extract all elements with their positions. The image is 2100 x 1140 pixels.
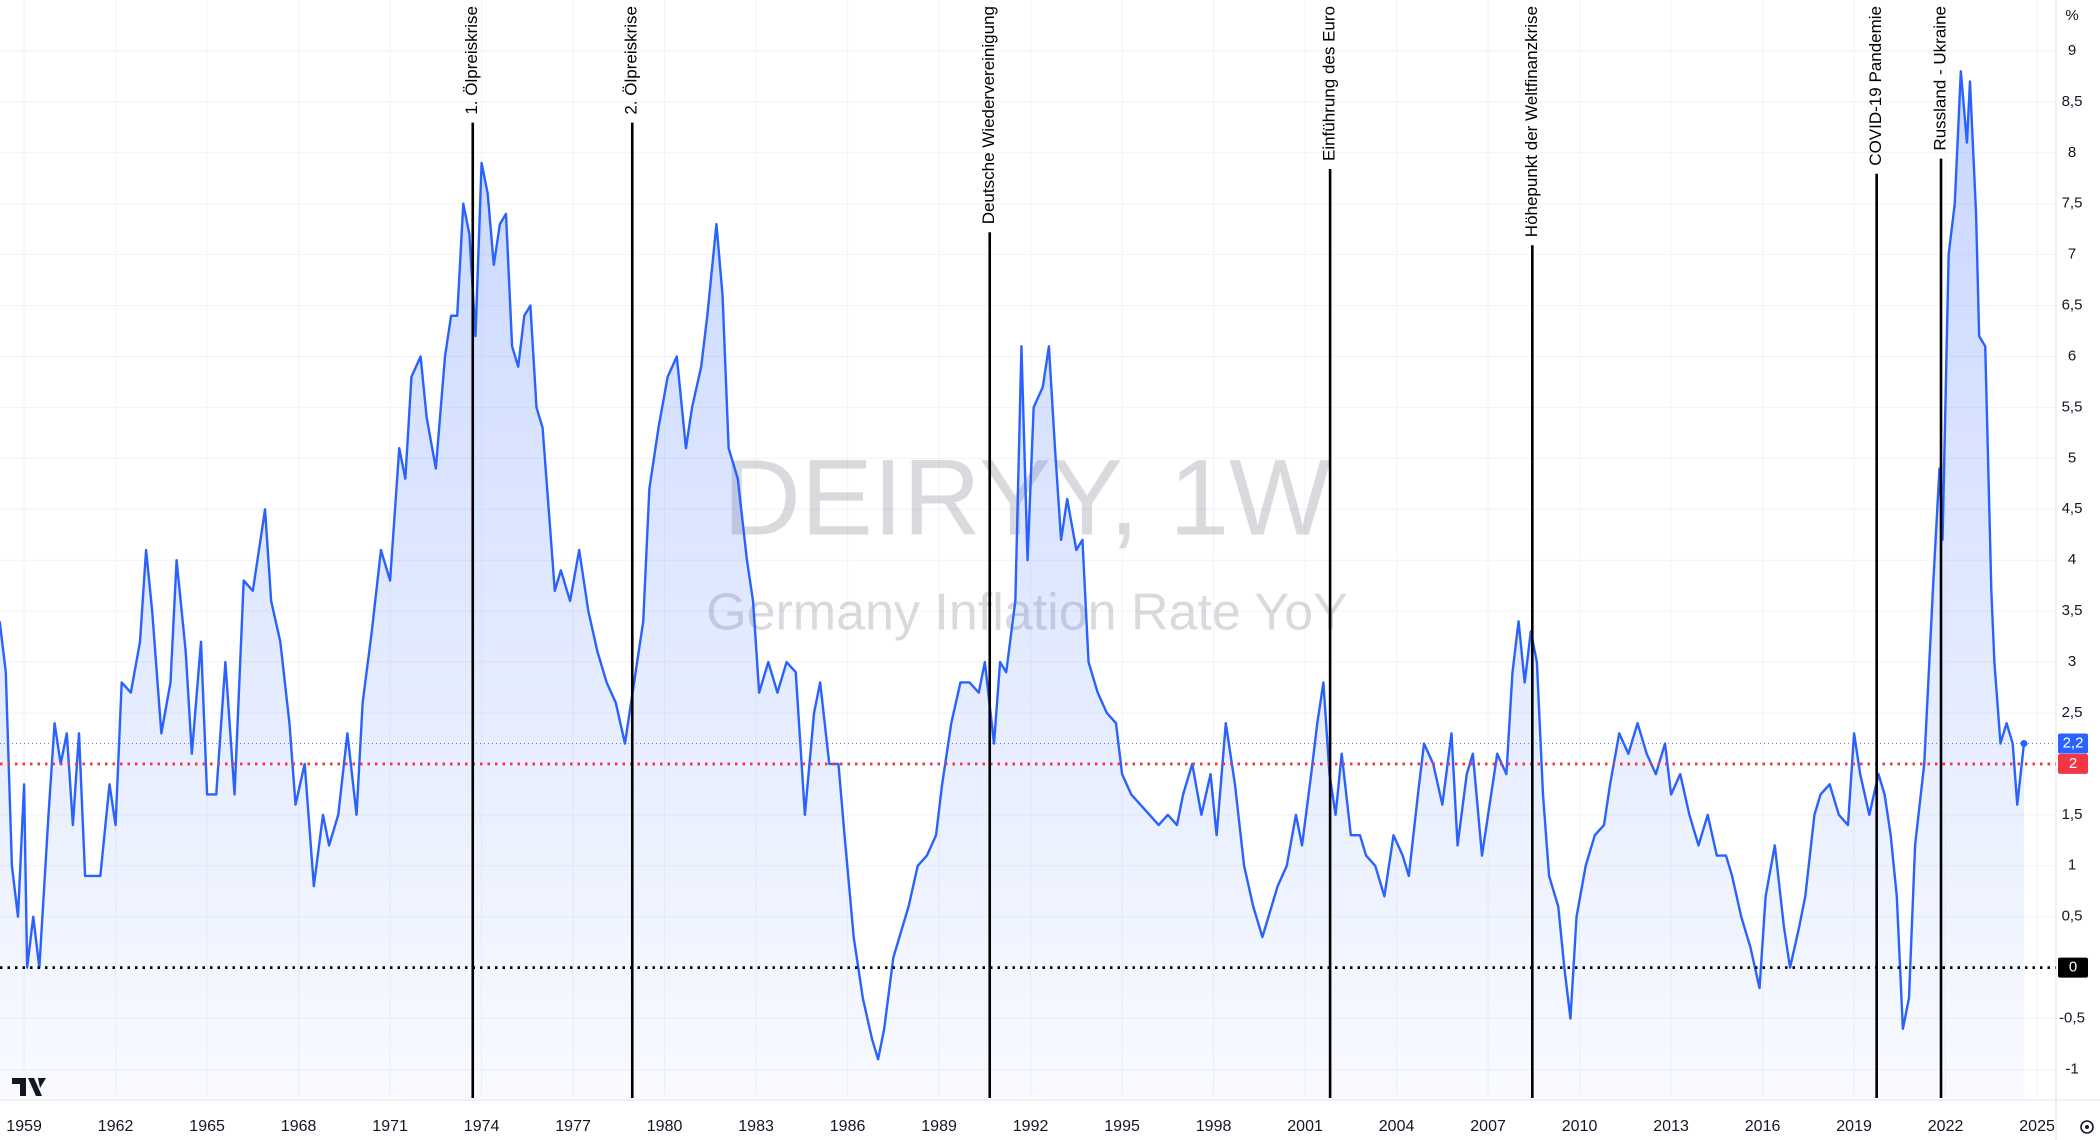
y-tick-label: -0,5: [2059, 1010, 2085, 1027]
y-tick-label: 4,5: [2062, 500, 2083, 517]
x-tick-label: 1983: [738, 1118, 774, 1135]
horizontal-line-box: [2058, 753, 2088, 774]
x-tick-label: 2022: [1928, 1118, 1964, 1135]
y-tick-label: 6: [2068, 347, 2076, 364]
x-tick-label: 2001: [1287, 1118, 1323, 1135]
event-label: Höhepunkt der Weltfinanzkrise: [1522, 6, 1541, 237]
y-tick-label: 7,5: [2062, 195, 2083, 212]
x-tick-label: 1962: [98, 1118, 134, 1135]
y-tick-label: 2,5: [2062, 704, 2083, 721]
y-tick-label: 3,5: [2062, 602, 2083, 619]
y-tick-label: 4: [2068, 551, 2076, 568]
line: [0, 70, 2026, 1061]
event-label: COVID-19 Pandemie: [1866, 6, 1885, 166]
y-tick-label: 1: [2068, 857, 2076, 874]
x-tick-label: 2007: [1470, 1118, 1506, 1135]
horizontal-line-label: 2: [2069, 755, 2077, 772]
area-fill: [0, 71, 2024, 1098]
logo-mark: [12, 1078, 46, 1096]
horizontal-line-box: [2058, 957, 2088, 978]
event-label: Russland - Ukraine: [1930, 6, 1949, 151]
x-tick-label: 1974: [464, 1118, 500, 1135]
overlay: 1. Ölpreiskrise 2. Ölpreiskrise Deutsche W…: [0, 6, 2056, 1098]
x-tick-label: 1980: [647, 1118, 683, 1135]
y-tick-label: 8,5: [2062, 93, 2083, 110]
x-tick-label: 1959: [6, 1118, 42, 1135]
x-tick-label: 2010: [1562, 1118, 1598, 1135]
x-tick-label: 1965: [189, 1118, 225, 1135]
event-label: 2. Ölpreiskrise: [622, 6, 641, 115]
x-tick-label: 2019: [1836, 1118, 1872, 1135]
x-tick-label: 2004: [1379, 1118, 1415, 1135]
y-tick-label: 5,5: [2062, 398, 2083, 415]
unit-label: %: [2065, 7, 2078, 24]
event-label: 1. Ölpreiskrise: [462, 6, 481, 115]
settings-icon[interactable]: [2080, 1120, 2094, 1134]
horizontal-line-label: 0: [2069, 959, 2077, 976]
y-tick-label: 0,5: [2062, 908, 2083, 925]
x-tick-label: 1968: [281, 1118, 317, 1135]
x-tick-label: 1977: [555, 1118, 591, 1135]
last-point: [2020, 740, 2028, 748]
last-value-label: 2,2: [2063, 735, 2084, 752]
y-tick-label: 9: [2068, 42, 2076, 59]
y-tick-label: 1,5: [2062, 806, 2083, 823]
x-tick-label: 1971: [372, 1118, 408, 1135]
x-tick-label: 1992: [1013, 1118, 1049, 1135]
x-tick-label: 2013: [1653, 1118, 1689, 1135]
settings-icon-ring[interactable]: [2080, 1120, 2094, 1134]
y-tick-label: 5: [2068, 449, 2076, 466]
x-tick-label: 1998: [1196, 1118, 1232, 1135]
x-tick-label: 1989: [921, 1118, 957, 1135]
x-tick-label: 1995: [1104, 1118, 1140, 1135]
y-tick-label: 8: [2068, 144, 2076, 161]
last-value-box: [2058, 733, 2088, 754]
event-label: Deutsche Wiedervereinigung: [979, 6, 998, 224]
settings-icon-dot[interactable]: [2085, 1125, 2089, 1129]
y-tick-label: 7: [2068, 246, 2076, 263]
x-tick-label: 2016: [1745, 1118, 1781, 1135]
event-label: Einführung des Euro: [1320, 6, 1339, 161]
logo: [12, 1078, 46, 1096]
x-tick-label: 1986: [830, 1118, 866, 1135]
y-tick-label: -1: [2065, 1060, 2078, 1077]
plot: [0, 70, 2028, 1098]
y-tick-label: 3: [2068, 653, 2076, 670]
y-tick-label: 6,5: [2062, 297, 2083, 314]
x-tick-label: 2025: [2019, 1118, 2055, 1135]
